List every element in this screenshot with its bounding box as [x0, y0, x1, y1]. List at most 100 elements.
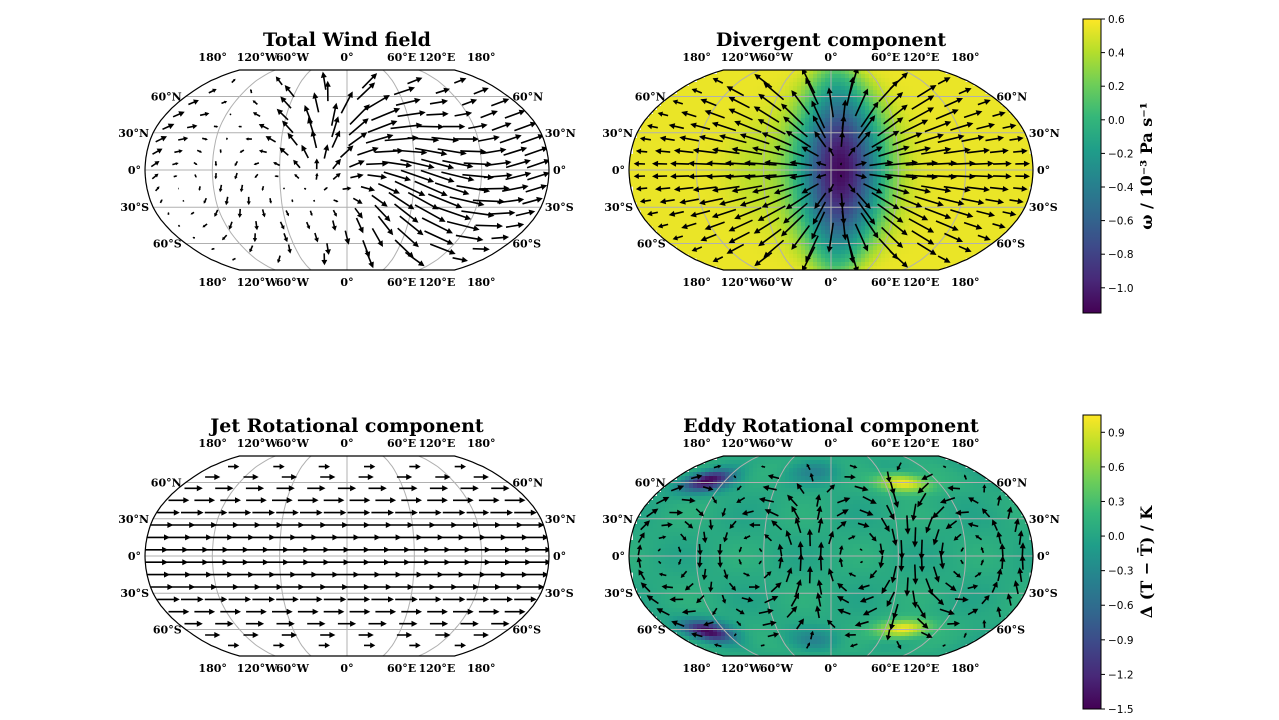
field-cell — [725, 170, 730, 175]
field-cell — [709, 170, 714, 175]
wind-arrow — [252, 112, 261, 118]
field-cell — [745, 166, 750, 171]
field-cell — [893, 110, 898, 115]
field-cell — [769, 114, 774, 119]
field-cell — [773, 146, 778, 151]
field-cell — [725, 214, 730, 219]
field-cell — [709, 226, 714, 231]
arrow-head — [540, 184, 548, 190]
field-cell — [929, 202, 934, 207]
field-cell — [781, 158, 786, 163]
field-cell — [777, 82, 782, 87]
field-cell — [897, 206, 902, 211]
field-cell — [945, 114, 950, 119]
field-cell — [657, 134, 662, 139]
field-cell — [845, 106, 850, 111]
field-cell — [633, 146, 638, 151]
field-cell — [725, 122, 730, 127]
field-cell — [893, 198, 898, 203]
field-cell — [841, 174, 846, 179]
field-cell — [893, 202, 898, 207]
field-cell — [773, 254, 778, 259]
field-cell — [685, 222, 690, 227]
field-cell — [913, 190, 918, 195]
field-cell — [897, 146, 902, 151]
field-cell — [777, 170, 782, 175]
field-cell — [837, 190, 842, 195]
field-cell — [685, 90, 690, 95]
field-cell — [665, 190, 670, 195]
field-cell — [933, 154, 938, 159]
field-cell — [637, 202, 642, 207]
arrow-shaft — [446, 220, 477, 230]
field-cell — [757, 170, 762, 175]
field-cell — [921, 194, 926, 199]
field-cell — [777, 150, 782, 155]
field-cell — [813, 242, 818, 247]
field-cell — [849, 218, 854, 223]
field-cell — [893, 86, 898, 91]
field-cell — [793, 226, 798, 231]
field-cell — [721, 118, 726, 123]
field-cell — [953, 78, 958, 83]
field-cell — [797, 82, 802, 87]
field-cell — [665, 158, 670, 163]
field-cell — [933, 142, 938, 147]
field-cell — [793, 194, 798, 199]
arrow-head — [432, 203, 439, 210]
wind-arrow — [303, 187, 307, 190]
field-cell — [953, 194, 958, 199]
field-cell — [853, 214, 858, 219]
field-cell — [657, 190, 662, 195]
field-cell — [881, 182, 886, 187]
field-cell — [937, 98, 942, 103]
field-cell — [861, 210, 866, 215]
panel-title: Divergent component — [716, 29, 946, 51]
field-cell — [781, 266, 786, 270]
field-cell — [645, 126, 650, 131]
field-cell — [849, 198, 854, 203]
wind-arrow — [237, 208, 243, 218]
field-cell — [733, 234, 738, 239]
field-cell — [793, 122, 798, 127]
field-cell — [689, 218, 694, 223]
field-cell — [737, 134, 742, 139]
field-cell — [769, 230, 774, 235]
field-cell — [841, 146, 846, 151]
field-cell — [689, 126, 694, 131]
field-cell — [733, 230, 738, 235]
field-cell — [845, 134, 850, 139]
field-cell — [669, 142, 674, 147]
field-cell — [773, 258, 778, 263]
arrow-head — [362, 118, 369, 125]
field-cell — [645, 150, 650, 155]
field-cell — [933, 146, 938, 151]
field-cell — [905, 126, 910, 131]
wind-arrow — [399, 215, 424, 236]
field-cell — [761, 230, 766, 235]
field-cell — [917, 106, 922, 111]
field-cell — [973, 198, 978, 203]
arrow-shaft — [526, 160, 548, 169]
field-cell — [741, 206, 746, 211]
field-cell — [965, 98, 970, 103]
field-cell — [909, 90, 914, 95]
wind-arrow — [352, 197, 363, 204]
field-cell — [773, 122, 778, 127]
field-cell — [941, 190, 946, 195]
field-cell — [825, 122, 830, 127]
arrow-head — [237, 213, 243, 218]
field-cell — [805, 210, 810, 215]
field-cell — [797, 90, 802, 95]
field-cell — [769, 70, 774, 75]
field-cell — [657, 114, 662, 119]
field-cell — [945, 238, 950, 243]
field-cell — [949, 158, 954, 163]
field-cell — [745, 222, 750, 227]
field-cell — [669, 206, 674, 211]
field-cell — [833, 238, 838, 243]
field-cell — [969, 142, 974, 147]
field-cell — [845, 190, 850, 195]
field-cell — [809, 114, 814, 119]
field-cell — [905, 118, 910, 123]
